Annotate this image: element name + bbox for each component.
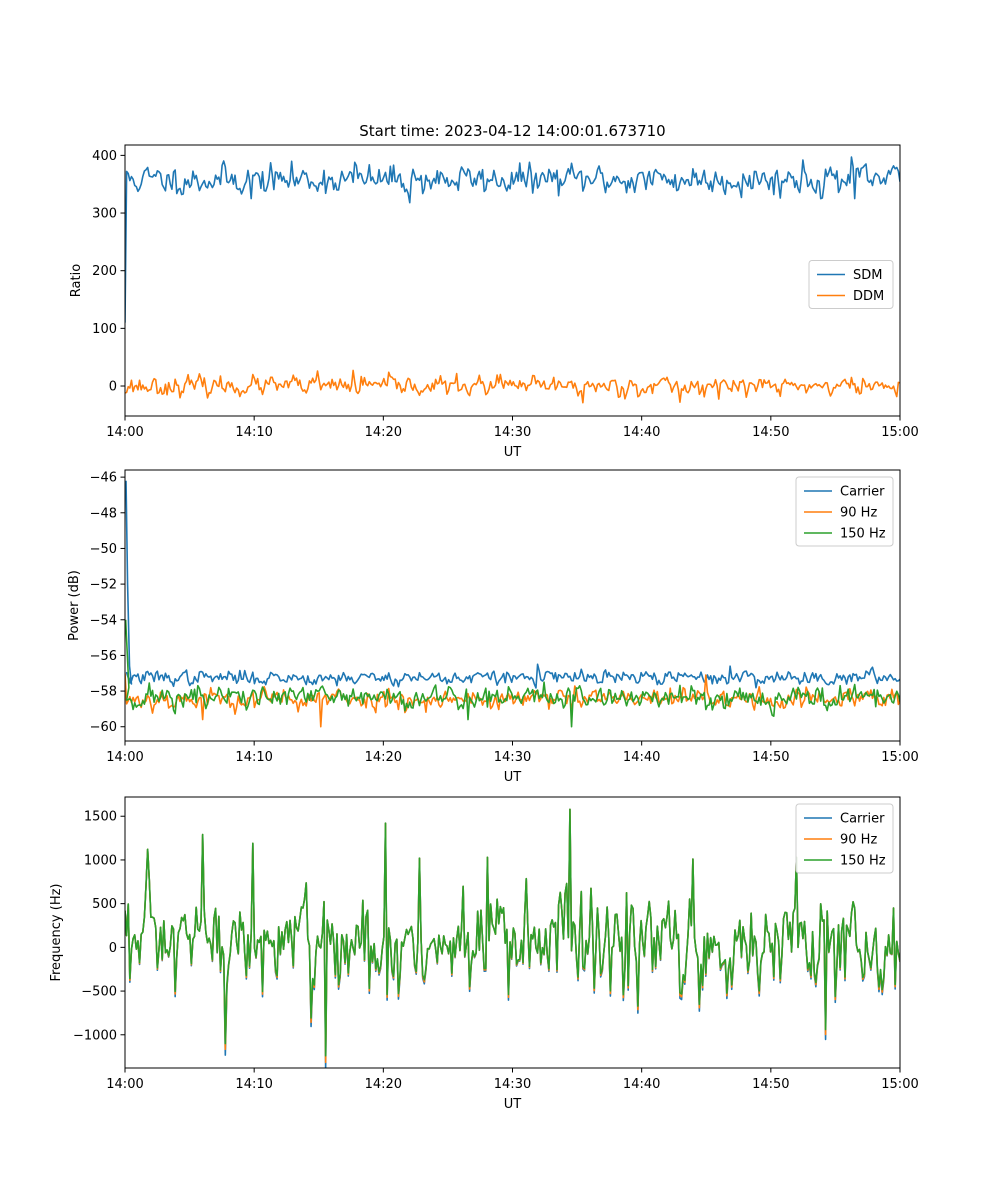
x-tick-label: 14:30	[494, 1077, 531, 1092]
series-lines	[125, 156, 900, 404]
y-tick-label: −56	[90, 649, 117, 664]
y-tick-label: 1000	[84, 853, 117, 868]
y-tick-label: 200	[92, 264, 117, 279]
series-line-150-hz	[125, 619, 900, 728]
series-line-carrier	[125, 480, 900, 689]
legend-label: Carrier	[840, 485, 885, 500]
x-tick-label: 15:00	[881, 1077, 918, 1092]
x-tick-label: 14:20	[365, 1077, 402, 1092]
x-tick-label: 14:00	[106, 425, 143, 440]
x-tick-label: 14:40	[623, 750, 660, 765]
x-tick-label: 14:40	[623, 1077, 660, 1092]
x-axis-label: UT	[504, 1097, 522, 1112]
chart-panel-1: 14:00 14:10 14:20 14:30 14:40 14:50 15:00 0 100 2…	[69, 144, 919, 460]
x-tick-label: 14:40	[623, 425, 660, 440]
x-tick-label: 15:00	[881, 425, 918, 440]
y-tick-label: −48	[90, 506, 117, 521]
y-tick-label: 1500	[84, 810, 117, 825]
y-tick-label: −60	[90, 720, 117, 735]
y-axis-label: Ratio	[69, 264, 84, 297]
x-tick-label: 14:20	[365, 750, 402, 765]
legend-label: 150 Hz	[840, 527, 886, 542]
series-line-ddm	[125, 369, 900, 404]
y-tick-label: −500	[81, 985, 117, 1000]
legend-label: 90 Hz	[840, 833, 877, 848]
legend-label: SDM	[853, 268, 882, 283]
legend-label: 90 Hz	[840, 506, 877, 521]
x-tick-label: 14:20	[365, 425, 402, 440]
y-tick-label: 0	[109, 380, 117, 395]
x-tick-label: 14:50	[752, 425, 789, 440]
x-tick-label: 14:10	[235, 750, 272, 765]
chart-panel-3: 14:00 14:10 14:20 14:30 14:40 14:50 15:00 −1000…	[49, 796, 919, 1112]
x-axis-label: UT	[504, 445, 522, 460]
y-tick-label: −1000	[73, 1028, 117, 1043]
y-tick-label: 300	[92, 207, 117, 222]
series-lines	[125, 808, 900, 1068]
y-tick-label: 100	[92, 322, 117, 337]
legend-label: Carrier	[840, 812, 885, 827]
chart-panel-2: 14:00 14:10 14:20 14:30 14:40 14:50 15:00 −60 −5…	[67, 469, 919, 785]
legend-label: DDM	[853, 289, 884, 304]
x-tick-label: 14:00	[106, 1077, 143, 1092]
y-tick-label: 400	[92, 149, 117, 164]
legend-box	[795, 803, 894, 874]
legend: Carrier 90 Hz 150 Hz	[795, 803, 894, 874]
x-tick-label: 14:10	[235, 1077, 272, 1092]
legend: SDM DDM	[808, 260, 894, 309]
y-tick-label: −54	[90, 613, 117, 628]
legend: Carrier 90 Hz 150 Hz	[795, 476, 894, 547]
x-tick-label: 14:00	[106, 750, 143, 765]
x-tick-label: 14:30	[494, 425, 531, 440]
y-tick-label: 500	[92, 897, 117, 912]
figure-title: Start time: 2023-04-12 14:00:01.673710	[359, 122, 665, 140]
series-line-sdm	[125, 156, 900, 323]
legend-box	[808, 260, 894, 309]
y-tick-label: −46	[90, 471, 117, 486]
x-tick-label: 14:30	[494, 750, 531, 765]
legend-box	[795, 476, 894, 547]
x-tick-label: 14:50	[752, 1077, 789, 1092]
panels: 14:00 14:10 14:20 14:30 14:40 14:50 15:00 0 100 2…	[49, 144, 919, 1112]
series-line-150-hz	[125, 808, 900, 1057]
y-tick-label: 0	[109, 941, 117, 956]
x-tick-label: 15:00	[881, 750, 918, 765]
legend-label: 150 Hz	[840, 854, 886, 869]
series-lines	[125, 480, 900, 728]
x-axis-label: UT	[504, 770, 522, 785]
y-tick-label: −58	[90, 685, 117, 700]
y-axis-label: Power (dB)	[67, 570, 82, 641]
y-axis-label: Frequency (Hz)	[49, 883, 64, 981]
y-tick-label: −50	[90, 542, 117, 557]
x-tick-label: 14:10	[235, 425, 272, 440]
x-tick-label: 14:50	[752, 750, 789, 765]
y-tick-label: −52	[90, 578, 117, 593]
